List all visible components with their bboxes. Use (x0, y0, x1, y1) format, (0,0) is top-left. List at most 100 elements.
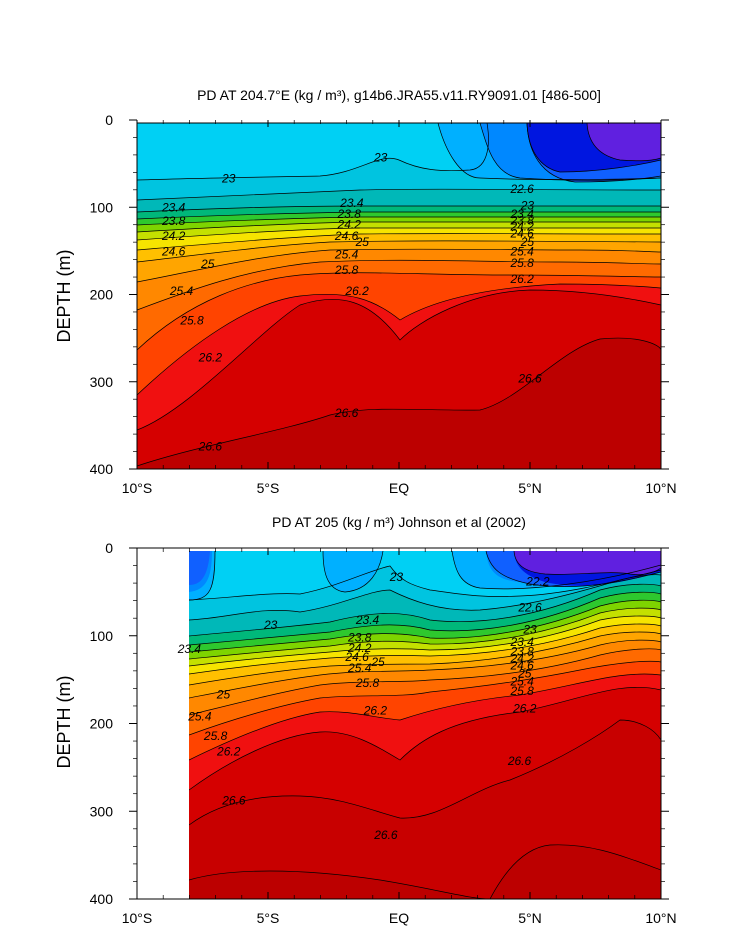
contour-label: 24.2 (347, 641, 372, 655)
band-19.0 (587, 123, 661, 161)
panel-1-contour-fill (137, 123, 661, 469)
contour-label: 25.4 (187, 709, 212, 723)
contour-label: 24.6 (509, 226, 534, 240)
contour-label: 25.8 (355, 676, 380, 690)
contour-label: 23.4 (509, 635, 534, 649)
contour-label: 23.8 (509, 213, 534, 227)
y-tick-label: 400 (90, 461, 114, 477)
contour-label: 26.6 (507, 754, 532, 768)
contour-label: 25 (520, 235, 535, 249)
contour-label: 26.6 (198, 439, 223, 453)
contour-label: 25 (370, 655, 385, 669)
contour-label: 23 (263, 618, 278, 632)
contour-label: 23 (520, 199, 535, 213)
panel-1-axes: 10°S 5°S EQ 5°N 10°N 0 100 200 300 400 (90, 112, 677, 496)
y-tick-label: 200 (90, 287, 114, 303)
panel-1-contour-labels: 2323.423.824.224.62525.425.826.226.62323… (161, 151, 542, 454)
contour-label: 23.8 (347, 631, 372, 645)
contour-label: 23 (221, 171, 236, 185)
x-tick-label: 10°S (122, 910, 153, 926)
contour-label: 24.6 (334, 229, 359, 243)
contour-label: 26.2 (509, 272, 534, 286)
contour-label: 22.6 (509, 182, 534, 196)
panel-2: PD AT 205 (kg / m³) Johnson et al (2002) (54, 514, 677, 926)
x-tick-label: EQ (389, 910, 409, 926)
contour-label: 23.4 (509, 207, 534, 221)
x-tick-label: 10°S (122, 480, 153, 496)
contour-label: 23.4 (339, 196, 364, 210)
contour-label: 25.8 (203, 729, 228, 743)
contour-label: 25.4 (169, 284, 194, 298)
panel-1: PD AT 204.7°E (kg / m³), g14b6.JRA55.v11… (54, 87, 677, 496)
contour-label: 26.2 (363, 703, 388, 717)
contour-label: 25.4 (509, 674, 534, 688)
panel-1-contour-lines (137, 123, 661, 467)
contour-label: 22.2 (525, 574, 550, 588)
contour-label: 26.6 (334, 406, 359, 420)
contour-label: 24.2 (161, 229, 186, 243)
contour-label: 23.8 (161, 214, 186, 228)
contour-label: 23.4 (161, 200, 186, 214)
contour-label: 25.4 (347, 661, 372, 675)
y-tick-label: 0 (105, 540, 113, 556)
contour-label: 25.4 (334, 247, 359, 261)
contour-label: 24.6 (509, 659, 534, 673)
contour-label: 22.6 (517, 601, 542, 615)
contour-label: 25.8 (334, 263, 359, 277)
contour-label: 26.6 (517, 371, 542, 385)
panel-2-ylabel: DEPTH (m) (54, 676, 74, 769)
x-tick-label: 10°N (645, 910, 676, 926)
contour-label: 26.6 (373, 828, 398, 842)
contour-label: 23.8 (337, 207, 362, 221)
contour-label: 23.8 (509, 645, 534, 659)
contour-label: 26.2 (512, 702, 537, 716)
contour-label: 25.8 (179, 314, 204, 328)
contour-label: 25 (517, 666, 532, 680)
contour-label: 24.2 (337, 218, 362, 232)
y-tick-label: 300 (90, 803, 114, 819)
panel-2-contour-lines (189, 551, 661, 899)
band-21.0 (137, 123, 489, 180)
contour-label: 25.8 (509, 684, 534, 698)
y-tick-label: 200 (90, 716, 114, 732)
panel-2-title: PD AT 205 (kg / m³) Johnson et al (2002) (272, 514, 526, 530)
y-tick-label: 0 (105, 112, 113, 128)
panel-1-ylabel: DEPTH (m) (54, 250, 74, 343)
y-tick-label: 400 (90, 891, 114, 907)
contour-label: 24.2 (509, 652, 534, 666)
panel-2-contour-fill (189, 551, 661, 899)
obs-band-20.6b (323, 551, 383, 592)
panel-2-axes: 10°S 5°S EQ 5°N 10°N 0 100 200 300 400 (90, 540, 677, 926)
contour-label: 25 (216, 688, 231, 702)
contour-label: 23 (373, 151, 388, 165)
contour-label: 23 (389, 570, 404, 584)
contour-label: 25 (200, 257, 215, 271)
obs-band-19.0 (514, 551, 661, 575)
contour-label: 23.4 (177, 642, 202, 656)
contour-label: 24.6 (161, 245, 186, 259)
contour-label: 24.6 (344, 650, 369, 664)
contour-label: 26.2 (198, 350, 223, 364)
obs-band-19.8 (189, 551, 210, 585)
x-tick-label: 5°S (257, 910, 280, 926)
contour-label: 25.4 (509, 245, 534, 259)
contour-label: 26.6 (221, 794, 246, 808)
contour-label: 23 (522, 623, 537, 637)
y-tick-label: 100 (90, 199, 114, 215)
x-tick-label: 5°S (257, 480, 280, 496)
x-tick-label: 5°N (518, 910, 542, 926)
x-tick-label: EQ (389, 480, 409, 496)
contour-label: 25.8 (509, 256, 534, 270)
contour-label: 24.2 (509, 219, 534, 233)
contour-label: 26.2 (344, 284, 369, 298)
x-tick-label: 5°N (518, 480, 542, 496)
panel-1-title: PD AT 204.7°E (kg / m³), g14b6.JRA55.v11… (197, 87, 601, 103)
contour-label: 25 (355, 235, 370, 249)
y-tick-label: 100 (90, 628, 114, 644)
y-tick-label: 300 (90, 374, 114, 390)
x-tick-label: 10°N (645, 480, 676, 496)
contour-label: 26.2 (216, 745, 241, 759)
contour-label: 23.4 (355, 613, 380, 627)
